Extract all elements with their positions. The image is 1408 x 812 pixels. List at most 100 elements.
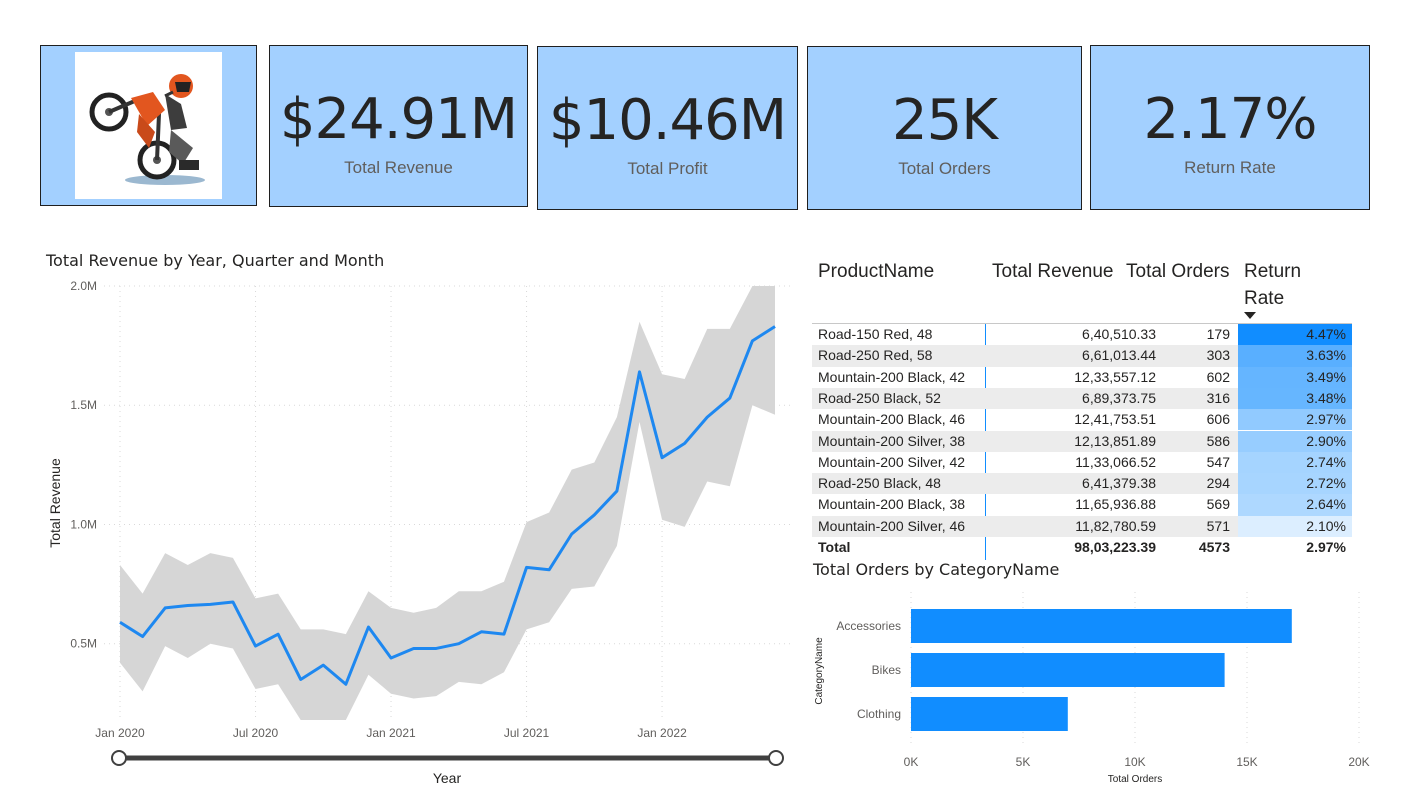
- x-axis-title: Total Orders: [1108, 774, 1162, 785]
- cell-orders: 294: [1206, 475, 1230, 492]
- cell-product: Mountain-200 Black, 46: [818, 411, 966, 428]
- cell-product: Road-250 Black, 52: [818, 389, 941, 406]
- cell-orders: 179: [1206, 326, 1230, 342]
- y-axis-title: CategoryName: [814, 637, 825, 705]
- cell-return-rate: 3.63%: [1238, 345, 1352, 367]
- cell-revenue: 6,41,379.38: [1082, 475, 1156, 492]
- col-header-return-rate[interactable]: Return: [1244, 261, 1302, 282]
- kpi-label: Total Profit: [627, 159, 708, 178]
- cell-revenue: 11,33,066.52: [1075, 453, 1156, 470]
- category-label: Bikes: [872, 663, 901, 677]
- x-tick-label: 5K: [1016, 755, 1031, 769]
- bar-accessories[interactable]: [911, 609, 1292, 643]
- kpi-value: $24.91M: [279, 87, 518, 152]
- revenue-line: [119, 325, 776, 686]
- cell-revenue: 12,41,753.51: [1074, 411, 1156, 428]
- x-tick-label: 10K: [1124, 755, 1145, 769]
- x-tick-label: Jul 2020: [233, 726, 279, 740]
- cell-revenue: 12,13,851.89: [1074, 432, 1156, 449]
- cell-revenue: 6,40,510.33: [1082, 326, 1156, 342]
- x-tick-label: Jan 2020: [95, 726, 145, 740]
- cell-orders: 547: [1206, 453, 1230, 470]
- category-label: Accessories: [836, 619, 901, 633]
- y-tick-label: 1.5M: [70, 398, 97, 412]
- kpi-label: Total Orders: [898, 159, 991, 178]
- cell-revenue: 12,33,557.12: [1074, 368, 1156, 385]
- kpi-label: Return Rate: [1184, 158, 1276, 177]
- table-row[interactable]: Mountain-200 Black, 38 11,65,936.88 569 2.6…: [812, 494, 1352, 516]
- kpi-card-total-orders: 25K Total Orders: [807, 46, 1082, 210]
- cell-revenue: 6,61,013.44: [1082, 347, 1156, 364]
- kpi-value: 2.17%: [1143, 87, 1318, 152]
- x-tick-label: Jan 2022: [637, 726, 687, 740]
- y-tick-label: 0.5M: [70, 637, 97, 651]
- slider-handle-start[interactable]: [111, 750, 127, 766]
- y-tick-label: 2.0M: [70, 279, 97, 293]
- table-total-row[interactable]: Total 98,03,223.39 4573 2.97%: [812, 537, 1352, 558]
- cell-product: Road-150 Red, 48: [818, 326, 933, 342]
- kpi-card-total-revenue: $24.91M Total Revenue: [269, 45, 528, 207]
- cell-orders: 586: [1206, 432, 1230, 449]
- cell-product: Road-250 Red, 58: [818, 347, 933, 364]
- revenue-chart-title: Total Revenue by Year, Quarter and Month: [46, 251, 385, 270]
- bar-bikes[interactable]: [911, 653, 1225, 687]
- cell-orders: 303: [1206, 347, 1230, 364]
- x-tick-label: 0K: [904, 755, 919, 769]
- x-tick-label: 20K: [1348, 755, 1369, 769]
- cell-orders: 4573: [1198, 539, 1230, 555]
- cell-return-rate: 2.97%: [1238, 409, 1352, 431]
- cell-revenue: 98,03,223.39: [1074, 539, 1156, 555]
- table-row[interactable]: Mountain-200 Silver, 42 11,33,066.52 547 2.…: [812, 451, 1352, 474]
- category-bar-chart[interactable]: 0K 5K 10K 15K 20K Accessories Bikes Clothing Tot…: [810, 580, 1400, 810]
- col-header-revenue[interactable]: Total Revenue: [992, 261, 1114, 282]
- table-row[interactable]: Mountain-200 Black, 42 12,33,557.12 602 3.4…: [812, 366, 1352, 388]
- kpi-value: $10.46M: [548, 88, 787, 153]
- cell-product: Mountain-200 Silver, 42: [818, 453, 966, 470]
- table-row[interactable]: Mountain-200 Black, 46 12,41,753.51 606 2.9…: [812, 409, 1352, 431]
- col-header-product[interactable]: ProductName: [818, 261, 935, 282]
- table-row[interactable]: Road-250 Red, 58 6,61,013.44 303 3.63%: [812, 345, 1352, 367]
- sort-descending-icon[interactable]: [1244, 312, 1256, 319]
- category-label: Clothing: [857, 707, 901, 721]
- cell-product: Mountain-200 Black, 38: [818, 496, 966, 513]
- product-table[interactable]: ProductName Total Revenue Total Orders R…: [812, 250, 1354, 562]
- category-chart-title: Total Orders by CategoryName: [813, 560, 1060, 579]
- table-row[interactable]: Road-150 Red, 48 6,40,510.33 179 4.47%: [812, 324, 1352, 346]
- kpi-value: 25K: [892, 88, 998, 153]
- header-divider: [812, 323, 1352, 324]
- x-tick-label: Jul 2021: [504, 726, 550, 740]
- revenue-line-chart[interactable]: 0.5M 1.0M 1.5M 2.0M Jan 2020 Jul 2020 Jan 2021…: [0, 240, 800, 800]
- y-tick-label: 1.0M: [70, 517, 97, 531]
- kpi-card-return-rate: 2.17% Return Rate: [1090, 45, 1370, 210]
- cell-product: Mountain-200 Black, 42: [818, 368, 966, 385]
- table-row[interactable]: Road-250 Black, 52 6,89,373.75 316 3.48%: [812, 387, 1352, 410]
- cell-revenue: 6,89,373.75: [1082, 389, 1156, 406]
- table-row[interactable]: Mountain-200 Silver, 38 12,13,851.89 586 2.…: [812, 430, 1352, 452]
- cell-return-rate: 2.10%: [1238, 515, 1352, 537]
- cell-return-rate: 2.97%: [1306, 539, 1346, 555]
- cell-return-rate: 2.72%: [1238, 473, 1352, 495]
- x-tick-label: Jan 2021: [366, 726, 416, 740]
- cell-orders: 602: [1206, 368, 1230, 385]
- cell-product: Mountain-200 Silver, 46: [818, 517, 966, 534]
- logo-card: [40, 45, 257, 206]
- x-axis-title: Year: [433, 770, 462, 786]
- kpi-card-total-profit: $10.46M Total Profit: [537, 46, 798, 210]
- slider-handle-end[interactable]: [768, 750, 784, 766]
- logo-image: [75, 52, 222, 199]
- cell-orders: 571: [1206, 517, 1230, 534]
- cell-return-rate: 2.90%: [1238, 430, 1352, 452]
- cell-revenue: 11,82,780.59: [1075, 517, 1156, 534]
- col-header-return-rate-line2: Rate: [1244, 288, 1285, 309]
- kpi-label: Total Revenue: [344, 158, 453, 177]
- cell-product: Mountain-200 Silver, 38: [818, 432, 966, 449]
- cell-product: Road-250 Black, 48: [818, 475, 941, 492]
- motorbike-rider-icon: [89, 74, 205, 185]
- cell-return-rate: 2.64%: [1238, 494, 1352, 516]
- table-row[interactable]: Mountain-200 Silver, 46 11,82,780.59 571 2.…: [812, 515, 1352, 537]
- cell-return-rate: 3.49%: [1238, 366, 1352, 388]
- cell-return-rate: 4.47%: [1238, 324, 1352, 346]
- table-row[interactable]: Road-250 Black, 48 6,41,379.38 294 2.72%: [812, 473, 1352, 495]
- bar-clothing[interactable]: [911, 697, 1068, 731]
- col-header-orders[interactable]: Total Orders: [1126, 261, 1230, 282]
